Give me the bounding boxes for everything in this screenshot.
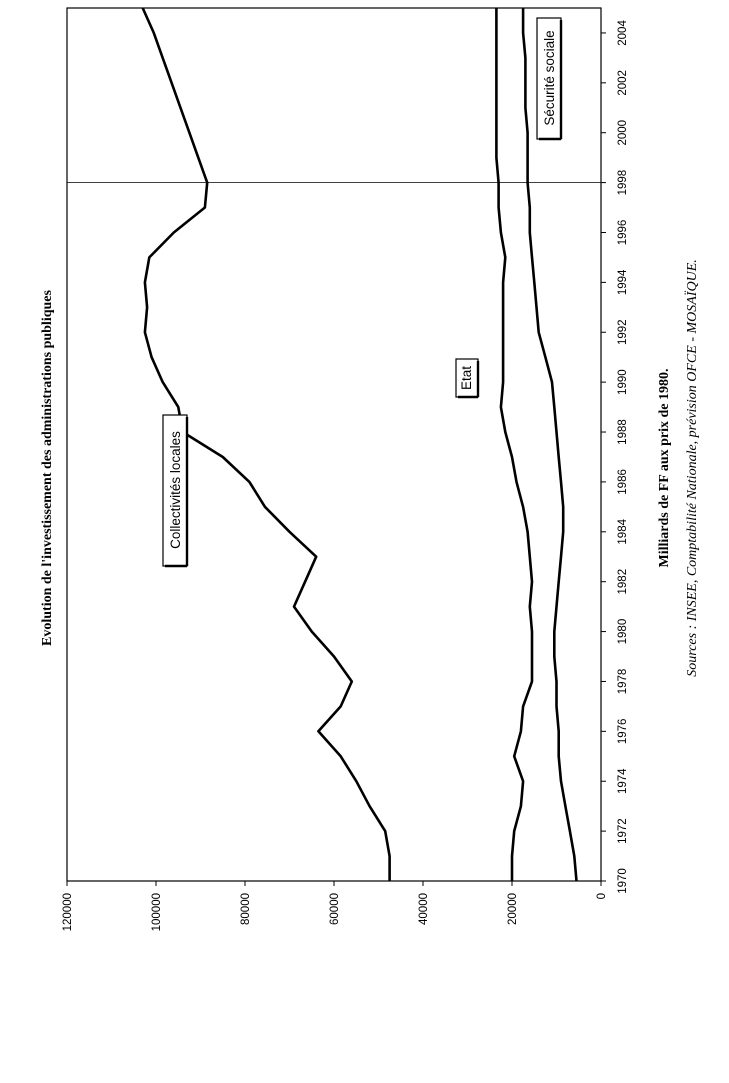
- x-tick-label: 2000: [617, 120, 629, 146]
- x-tick-label: 1978: [617, 669, 629, 695]
- series-line-securite-sociale: [521, 8, 578, 882]
- series-label-text: Collectivités locales: [168, 431, 183, 549]
- x-tick-label: 1998: [617, 170, 629, 196]
- tick-labels: 1970 1972 1974 1976 1978 1980 1982 1984 1986 1988…: [62, 20, 629, 932]
- x-tick-label: 1994: [617, 269, 629, 295]
- y-tick-label: 0: [596, 893, 608, 899]
- x-tick-label: 1986: [617, 469, 629, 495]
- x-tick-label: 1972: [617, 818, 629, 844]
- series-label-collectivites-locales: Collectivités locales: [162, 414, 189, 568]
- series-lines: [141, 7, 578, 882]
- series-line-etat: [495, 8, 534, 881]
- source-note: Sources : INSEE, Comptabilité Nationale,…: [683, 259, 700, 676]
- series-label-text: Etat: [459, 366, 474, 390]
- x-tick-label: 1996: [617, 220, 629, 246]
- series-label-text: Sécurité sociale: [542, 30, 557, 125]
- x-axis-label: Milliards de FF aux prix de 1980.: [657, 369, 672, 568]
- series-line-collectivites-locales: [141, 7, 391, 881]
- tick-marks: [66, 32, 606, 886]
- x-tick-label: 2002: [617, 70, 629, 96]
- x-tick-label: 1970: [617, 868, 629, 894]
- y-tick-label: 20000: [507, 893, 519, 925]
- x-tick-label: 1988: [617, 419, 629, 445]
- x-tick-label: 2004: [617, 20, 629, 46]
- x-tick-label: 1992: [617, 319, 629, 345]
- y-tick-label: 40000: [418, 893, 430, 925]
- x-tick-label: 1982: [617, 569, 629, 595]
- y-tick-label: 100000: [151, 893, 163, 931]
- y-tick-label: 120000: [62, 893, 74, 931]
- x-tick-label: 1976: [617, 719, 629, 745]
- chart-title: Evolution de l'investissement des admini…: [40, 290, 55, 646]
- x-tick-label: 1974: [617, 768, 629, 794]
- series-label-securite-sociale: Sécurité sociale: [536, 17, 563, 141]
- y-tick-label: 60000: [329, 893, 341, 925]
- x-tick-label: 1980: [617, 619, 629, 645]
- series-label-etat: Etat: [455, 358, 480, 399]
- y-tick-label: 80000: [240, 893, 252, 925]
- x-tick-label: 1984: [617, 518, 629, 544]
- x-tick-label: 1990: [617, 369, 629, 395]
